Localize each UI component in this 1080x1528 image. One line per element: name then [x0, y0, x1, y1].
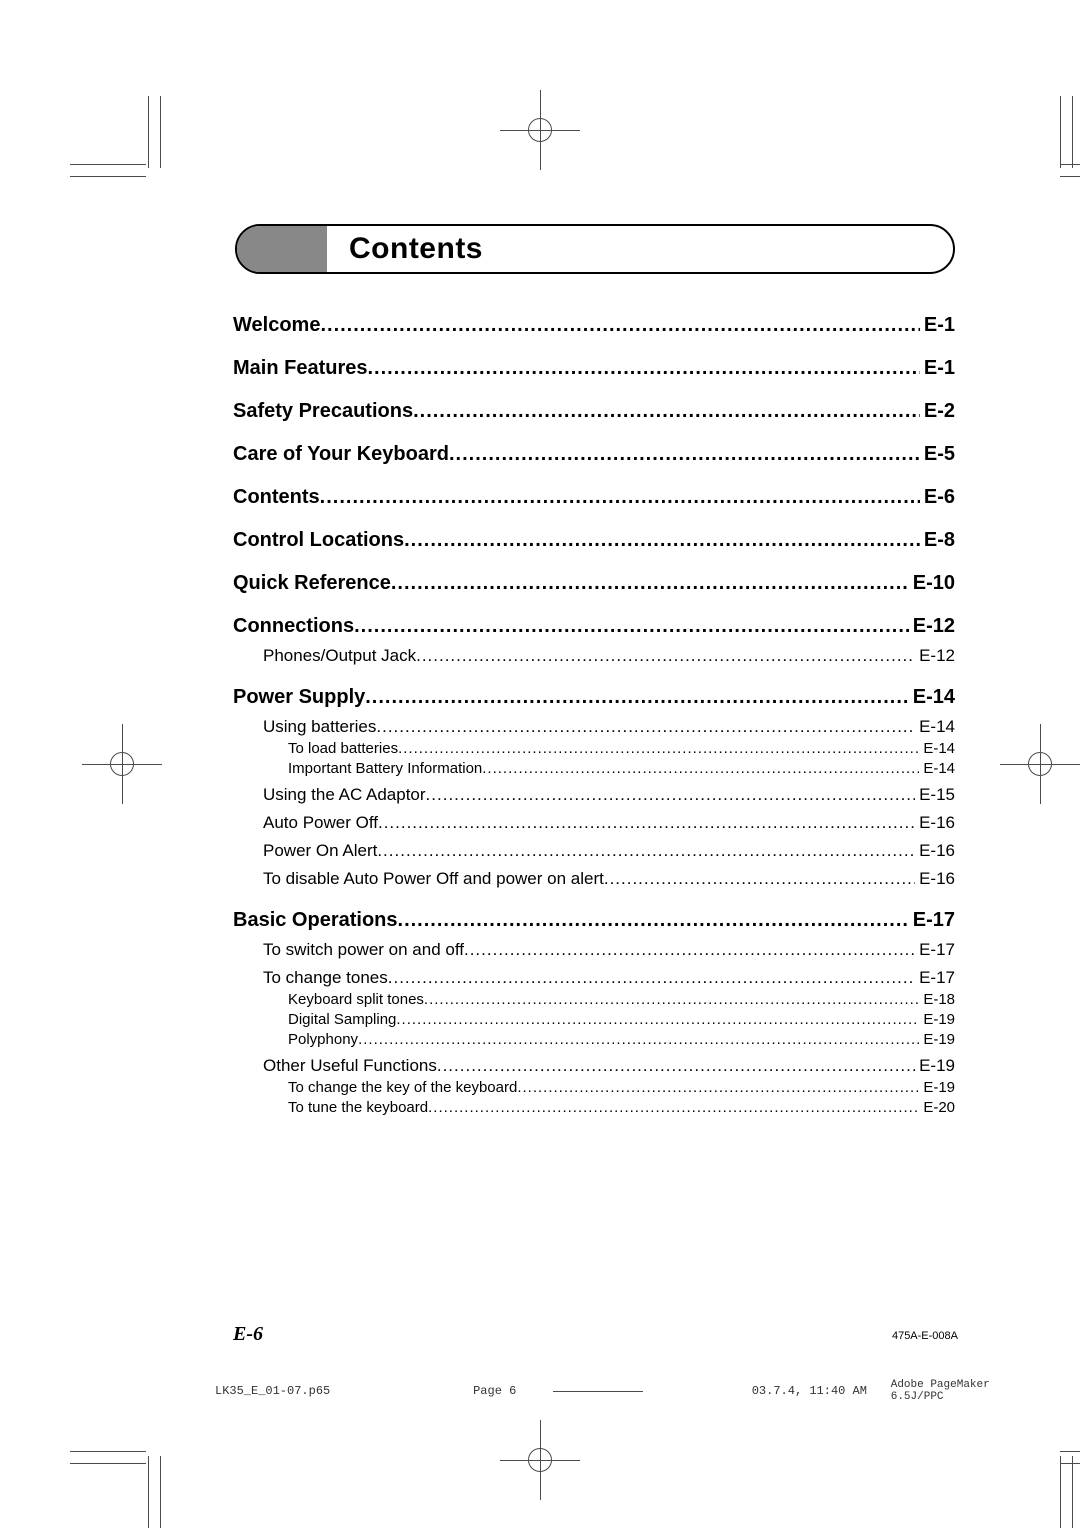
toc-page: E-19 — [919, 1031, 955, 1048]
registration-mark-icon — [500, 90, 580, 170]
toc-label: Using the AC Adaptor — [263, 785, 426, 805]
table-of-contents: Welcome E-1 Main Features E-1 Safety Precaut… — [233, 294, 955, 1116]
toc-page: E-14 — [909, 686, 955, 709]
page-number: E-6 — [233, 1323, 263, 1346]
toc-sub-entry: Auto Power Off E-16 — [233, 813, 955, 833]
toc-main-entry: Contents E-6 — [233, 486, 955, 509]
toc-label: Power Supply — [233, 686, 365, 709]
toc-page: E-1 — [920, 357, 955, 380]
toc-page: E-19 — [915, 1056, 955, 1076]
toc-subsub-entry: To load batteries E-14 — [233, 740, 955, 757]
toc-main-entry: Welcome E-1 — [233, 314, 955, 337]
toc-label: Quick Reference — [233, 572, 391, 595]
toc-label: To change the key of the keyboard — [288, 1079, 517, 1096]
toc-label: Important Battery Information — [288, 760, 482, 777]
toc-page: E-16 — [915, 841, 955, 861]
slug-filename: LK35_E_01-07.p65 — [215, 1384, 473, 1398]
title-tab — [237, 226, 327, 272]
toc-page: E-15 — [915, 785, 955, 805]
toc-label: Digital Sampling — [288, 1011, 396, 1028]
toc-label: Power On Alert — [263, 841, 377, 861]
toc-main-entry: Power Supply E-14 — [233, 686, 955, 709]
toc-page: E-14 — [919, 740, 955, 757]
toc-page: E-17 — [915, 968, 955, 988]
toc-page: E-1 — [920, 314, 955, 337]
slug-page: Page 6 — [473, 1384, 552, 1398]
toc-label: Care of Your Keyboard — [233, 443, 449, 466]
toc-page: E-2 — [920, 400, 955, 423]
toc-page: E-20 — [919, 1099, 955, 1116]
toc-main-entry: Main Features E-1 — [233, 357, 955, 380]
toc-page: E-17 — [915, 940, 955, 960]
toc-main-entry: Basic Operations E-17 — [233, 909, 955, 932]
page-content: Contents Welcome E-1 Main Features E-1 Safet… — [155, 170, 1068, 1458]
toc-page: E-17 — [909, 909, 955, 932]
toc-page: E-5 — [920, 443, 955, 466]
slug-application: Adobe PageMaker 6.5J/PPC — [891, 1379, 1048, 1403]
toc-page: E-6 — [920, 486, 955, 509]
slug-date: 03.7.4, 11:40 AM — [752, 1384, 891, 1398]
toc-page: E-19 — [919, 1079, 955, 1096]
toc-label: Phones/Output Jack — [263, 646, 416, 666]
toc-page: E-16 — [915, 813, 955, 833]
toc-page: E-10 — [909, 572, 955, 595]
toc-label: Auto Power Off — [263, 813, 378, 833]
toc-sub-entry: Phones/Output Jack E-12 — [233, 646, 955, 666]
toc-label: To change tones — [263, 968, 388, 988]
document-code: 475A-E-008A — [892, 1330, 958, 1342]
toc-sub-entry: Other Useful Functions E-19 — [233, 1056, 955, 1076]
toc-main-entry: Control Locations E-8 — [233, 529, 955, 552]
toc-label: Basic Operations — [233, 909, 398, 932]
toc-label: To disable Auto Power Off and power on a… — [263, 869, 604, 889]
toc-subsub-entry: To change the key of the keyboard E-19 — [233, 1079, 955, 1096]
toc-page: E-12 — [909, 615, 955, 638]
toc-subsub-entry: Polyphony E-19 — [233, 1031, 955, 1048]
toc-main-entry: Care of Your Keyboard E-5 — [233, 443, 955, 466]
toc-label: Connections — [233, 615, 354, 638]
toc-page: E-12 — [915, 646, 955, 666]
toc-label: Contents — [233, 486, 320, 509]
toc-page: E-19 — [919, 1011, 955, 1028]
toc-label: Welcome — [233, 314, 320, 337]
toc-label: Other Useful Functions — [263, 1056, 437, 1076]
section-title-box: Contents — [235, 224, 955, 274]
toc-subsub-entry: To tune the keyboard E-20 — [233, 1099, 955, 1116]
toc-main-entry: Quick Reference E-10 — [233, 572, 955, 595]
toc-sub-entry: To disable Auto Power Off and power on a… — [233, 869, 955, 889]
toc-sub-entry: Using batteries E-14 — [233, 717, 955, 737]
toc-label: To switch power on and off — [263, 940, 464, 960]
toc-label: Control Locations — [233, 529, 404, 552]
toc-label: Using batteries — [263, 717, 376, 737]
toc-sub-entry: Power On Alert E-16 — [233, 841, 955, 861]
registration-mark-icon — [82, 724, 162, 804]
toc-main-entry: Safety Precautions E-2 — [233, 400, 955, 423]
toc-subsub-entry: Digital Sampling E-19 — [233, 1011, 955, 1028]
toc-label: Main Features — [233, 357, 367, 380]
toc-page: E-8 — [920, 529, 955, 552]
toc-label: Keyboard split tones — [288, 991, 424, 1008]
toc-subsub-entry: Important Battery Information E-14 — [233, 760, 955, 777]
toc-label: Safety Precautions — [233, 400, 413, 423]
toc-sub-entry: To change tones E-17 — [233, 968, 955, 988]
slug-line: LK35_E_01-07.p65 Page 6 03.7.4, 11:40 AM… — [215, 1379, 1048, 1403]
toc-main-entry: Connections E-12 — [233, 615, 955, 638]
toc-label: Polyphony — [288, 1031, 358, 1048]
section-title: Contents — [327, 232, 483, 266]
toc-label: To load batteries — [288, 740, 398, 757]
toc-page: E-16 — [915, 869, 955, 889]
toc-sub-entry: To switch power on and off E-17 — [233, 940, 955, 960]
toc-label: To tune the keyboard — [288, 1099, 428, 1116]
toc-page: E-14 — [915, 717, 955, 737]
toc-sub-entry: Using the AC Adaptor E-15 — [233, 785, 955, 805]
toc-page: E-14 — [919, 760, 955, 777]
toc-subsub-entry: Keyboard split tones E-18 — [233, 991, 955, 1008]
toc-page: E-18 — [919, 991, 955, 1008]
